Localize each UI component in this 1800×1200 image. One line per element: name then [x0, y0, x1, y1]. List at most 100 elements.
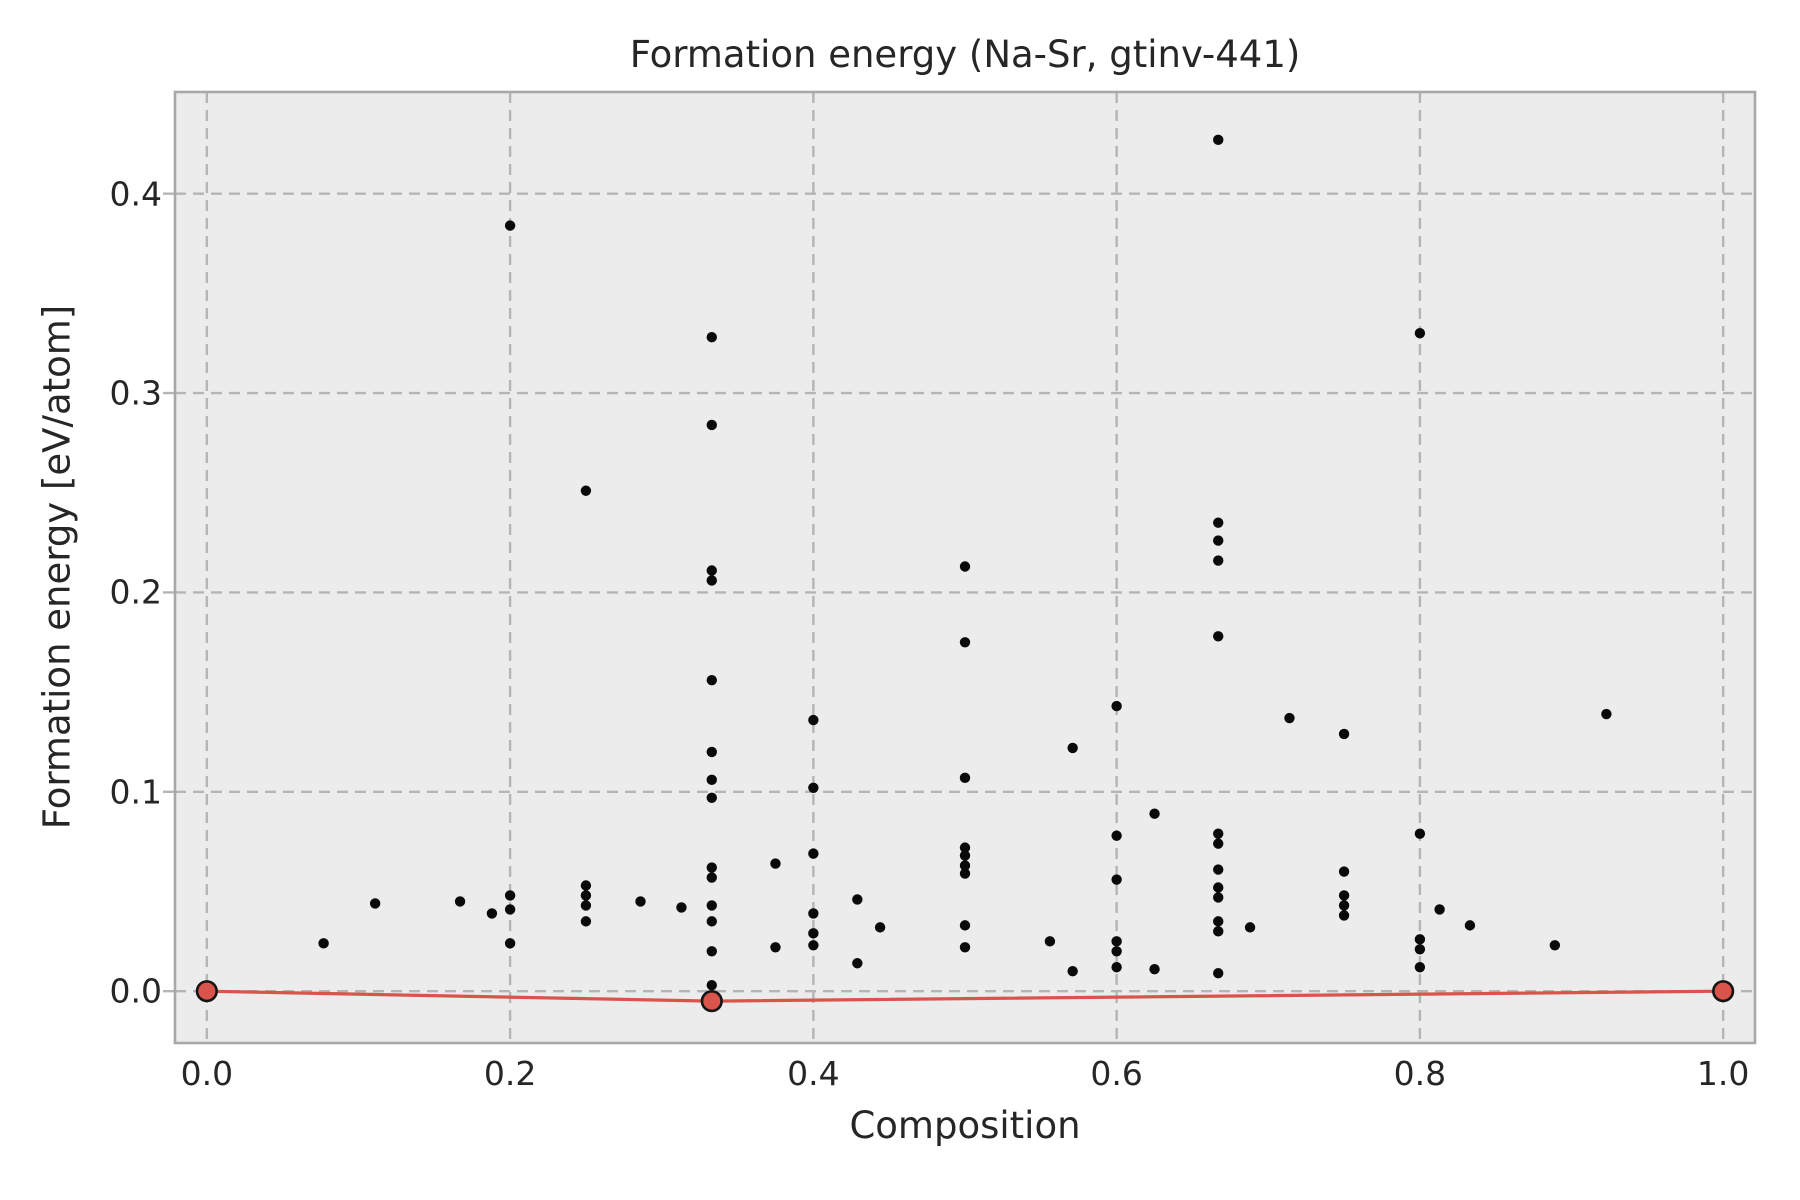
scatter-point — [706, 916, 717, 927]
scatter-point — [1111, 874, 1122, 885]
scatter-point — [1111, 700, 1122, 712]
scatter-point — [706, 575, 717, 586]
scatter-point — [706, 946, 717, 957]
scatter-point — [1414, 934, 1426, 945]
scatter-point — [486, 908, 498, 919]
scatter-point — [1284, 712, 1295, 724]
scatter-point — [959, 868, 971, 879]
hull-point — [700, 990, 723, 1013]
hull-point — [195, 980, 218, 1003]
scatter-point — [770, 858, 781, 869]
scatter-point — [580, 880, 592, 891]
scatter-point — [1338, 900, 1350, 911]
scatter-point — [1149, 808, 1160, 819]
scatter-point — [504, 220, 516, 231]
scatter-point — [1338, 866, 1350, 877]
scatter-point — [706, 332, 717, 343]
scatter-point — [959, 842, 971, 853]
x-tick-label: 1.0 — [1696, 1054, 1750, 1093]
y-axis-label: Formation energy [eV/atom] — [35, 304, 79, 830]
scatter-point — [1414, 962, 1426, 973]
scatter-point — [504, 890, 516, 901]
scatter-point — [1414, 328, 1426, 339]
scatter-point — [852, 894, 863, 905]
scatter-point — [1414, 944, 1426, 955]
scatter-point — [852, 958, 863, 969]
scatter-point — [1213, 864, 1224, 875]
scatter-point — [1111, 830, 1122, 841]
scatter-point — [808, 714, 819, 726]
scatter-point — [1338, 910, 1350, 921]
scatter-point — [1044, 936, 1056, 947]
scatter-point — [1213, 828, 1224, 839]
scatter-point — [706, 872, 717, 883]
scatter-point — [1213, 892, 1224, 903]
scatter-point — [959, 942, 971, 953]
y-tick-label: 0.4 — [109, 174, 162, 214]
x-tick-label: 0.8 — [1393, 1054, 1447, 1093]
scatter-point — [1213, 882, 1224, 893]
scatter-point — [1464, 920, 1476, 931]
scatter-point — [635, 896, 646, 907]
scatter-point — [1213, 631, 1224, 642]
scatter-point — [706, 419, 717, 431]
scatter-point — [706, 900, 717, 911]
plot-frame — [173, 90, 1757, 1045]
scatter-point — [1111, 936, 1122, 947]
scatter-point — [874, 922, 886, 933]
scatter-point — [1338, 728, 1350, 740]
scatter-point — [1213, 535, 1224, 546]
scatter-point — [1111, 962, 1122, 973]
scatter-point — [706, 674, 717, 686]
x-tick-label: 0.4 — [787, 1054, 840, 1093]
scatter-point — [706, 746, 717, 758]
scatter-point — [1067, 742, 1078, 754]
x-tick-label: 0.2 — [483, 1054, 537, 1093]
scatter-point — [1434, 904, 1445, 915]
scatter-point — [1338, 890, 1350, 901]
scatter-point — [454, 896, 466, 907]
scatter-point — [1067, 966, 1078, 977]
scatter-point — [808, 940, 819, 951]
scatter-point — [808, 908, 819, 919]
x-tick-label: 0.6 — [1090, 1054, 1143, 1093]
scatter-point — [676, 902, 687, 913]
scatter-point — [808, 782, 819, 794]
scatter-point — [1244, 922, 1256, 933]
scatter-point — [808, 848, 819, 859]
scatter-point — [706, 862, 717, 873]
scatter-point — [1213, 926, 1224, 937]
scatter-point — [580, 916, 592, 927]
scatter-point — [318, 938, 329, 949]
scatter-point — [1549, 940, 1561, 951]
scatter-point — [369, 898, 381, 909]
scatter-point — [1213, 968, 1224, 979]
scatter-point — [959, 850, 971, 861]
scatter-point — [808, 928, 819, 939]
y-tick-label: 0.2 — [109, 572, 162, 612]
scatter-point — [706, 792, 717, 803]
scatter-point — [770, 942, 781, 953]
x-tick-label: 0.0 — [180, 1054, 234, 1093]
scatter-point — [580, 900, 592, 911]
scatter-point — [706, 774, 717, 786]
scatter-point — [1414, 828, 1426, 839]
y-tick-label: 0.0 — [109, 971, 162, 1011]
scatter-point — [959, 637, 971, 648]
scatter-point — [1111, 946, 1122, 957]
chart-title: Formation energy (Na-Sr, gtinv-441) — [629, 33, 1301, 76]
scatter-point — [1213, 134, 1224, 146]
scatter-point — [504, 938, 516, 949]
scatter-point — [959, 561, 971, 572]
y-tick-label: 0.3 — [109, 373, 162, 413]
scatter-point — [959, 920, 971, 931]
scatter-point — [1213, 838, 1224, 849]
scatter-point — [1213, 555, 1224, 566]
scatter-point — [1213, 517, 1224, 528]
x-axis-label: Composition — [849, 1104, 1081, 1147]
scatter-point — [1601, 708, 1612, 720]
scatter-point — [504, 904, 516, 915]
scatter-point — [706, 979, 717, 991]
